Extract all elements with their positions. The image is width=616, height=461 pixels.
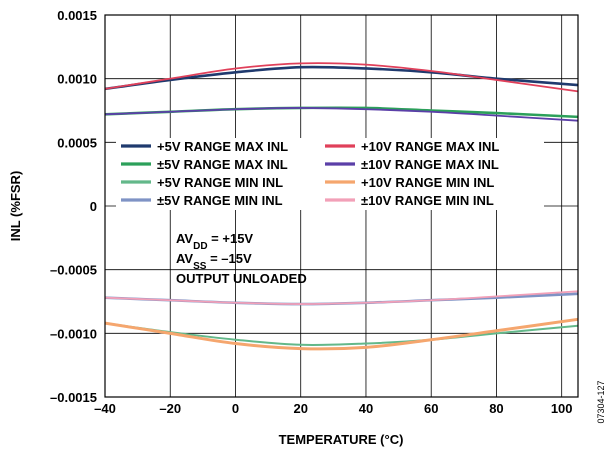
legend-label: ±5V RANGE MAX INL xyxy=(157,157,288,172)
x-tick-label: 0 xyxy=(232,401,239,416)
annotation-line: AVSS = –15V xyxy=(176,251,252,272)
y-axis-title: INL (%FSR) xyxy=(8,171,23,242)
legend-label: +10V RANGE MAX INL xyxy=(361,139,499,154)
legend: +5V RANGE MAX INL +10V RANGE MAX INL ±5V R… xyxy=(121,139,499,208)
legend-label: ±10V RANGE MIN INL xyxy=(361,193,494,208)
x-axis-title: TEMPERATURE (°C) xyxy=(279,432,404,447)
x-tick-label: 60 xyxy=(424,401,438,416)
series-line-5 xyxy=(104,317,579,351)
plot-frame xyxy=(104,14,579,398)
y-tick-label: 0.0005 xyxy=(57,135,97,150)
legend-label: ±5V RANGE MIN INL xyxy=(157,193,283,208)
x-tick-label: –40 xyxy=(94,401,116,416)
series-line-0 xyxy=(104,65,579,91)
series-lines xyxy=(104,62,579,351)
y-tick-label: 0.0015 xyxy=(57,8,97,23)
annotation-line: OUTPUT UNLOADED xyxy=(176,271,307,286)
x-tick-label: –20 xyxy=(159,401,181,416)
y-tick-label: 0 xyxy=(90,199,97,214)
y-tick-label: –0.0015 xyxy=(50,390,97,405)
annotation-line: AVDD = +15V xyxy=(176,231,253,252)
legend-label: +5V RANGE MAX INL xyxy=(157,139,288,154)
figure-id: 07304-127 xyxy=(596,380,606,423)
y-axis-ticks: 0.0015 0.0010 0.0005 0 –0.0005 –0.0010 –0.0015 xyxy=(50,8,97,405)
y-tick-label: –0.0005 xyxy=(50,263,97,278)
legend-label: +5V RANGE MIN INL xyxy=(157,175,283,190)
x-tick-label: 40 xyxy=(359,401,373,416)
x-tick-label: 20 xyxy=(293,401,307,416)
x-axis-ticks: –40 –20 0 20 40 60 80 100 xyxy=(94,401,572,416)
legend-label: ±10V RANGE MAX INL xyxy=(361,157,499,172)
legend-background xyxy=(116,138,544,210)
x-tick-label: 80 xyxy=(489,401,503,416)
legend-label: +10V RANGE MIN INL xyxy=(361,175,494,190)
y-tick-label: 0.0010 xyxy=(57,72,97,87)
y-tick-label: –0.0010 xyxy=(50,326,97,341)
series-line-3 xyxy=(104,107,579,122)
series-line-7 xyxy=(104,290,579,305)
series-line-1 xyxy=(104,62,579,93)
x-tick-label: 100 xyxy=(551,401,573,416)
